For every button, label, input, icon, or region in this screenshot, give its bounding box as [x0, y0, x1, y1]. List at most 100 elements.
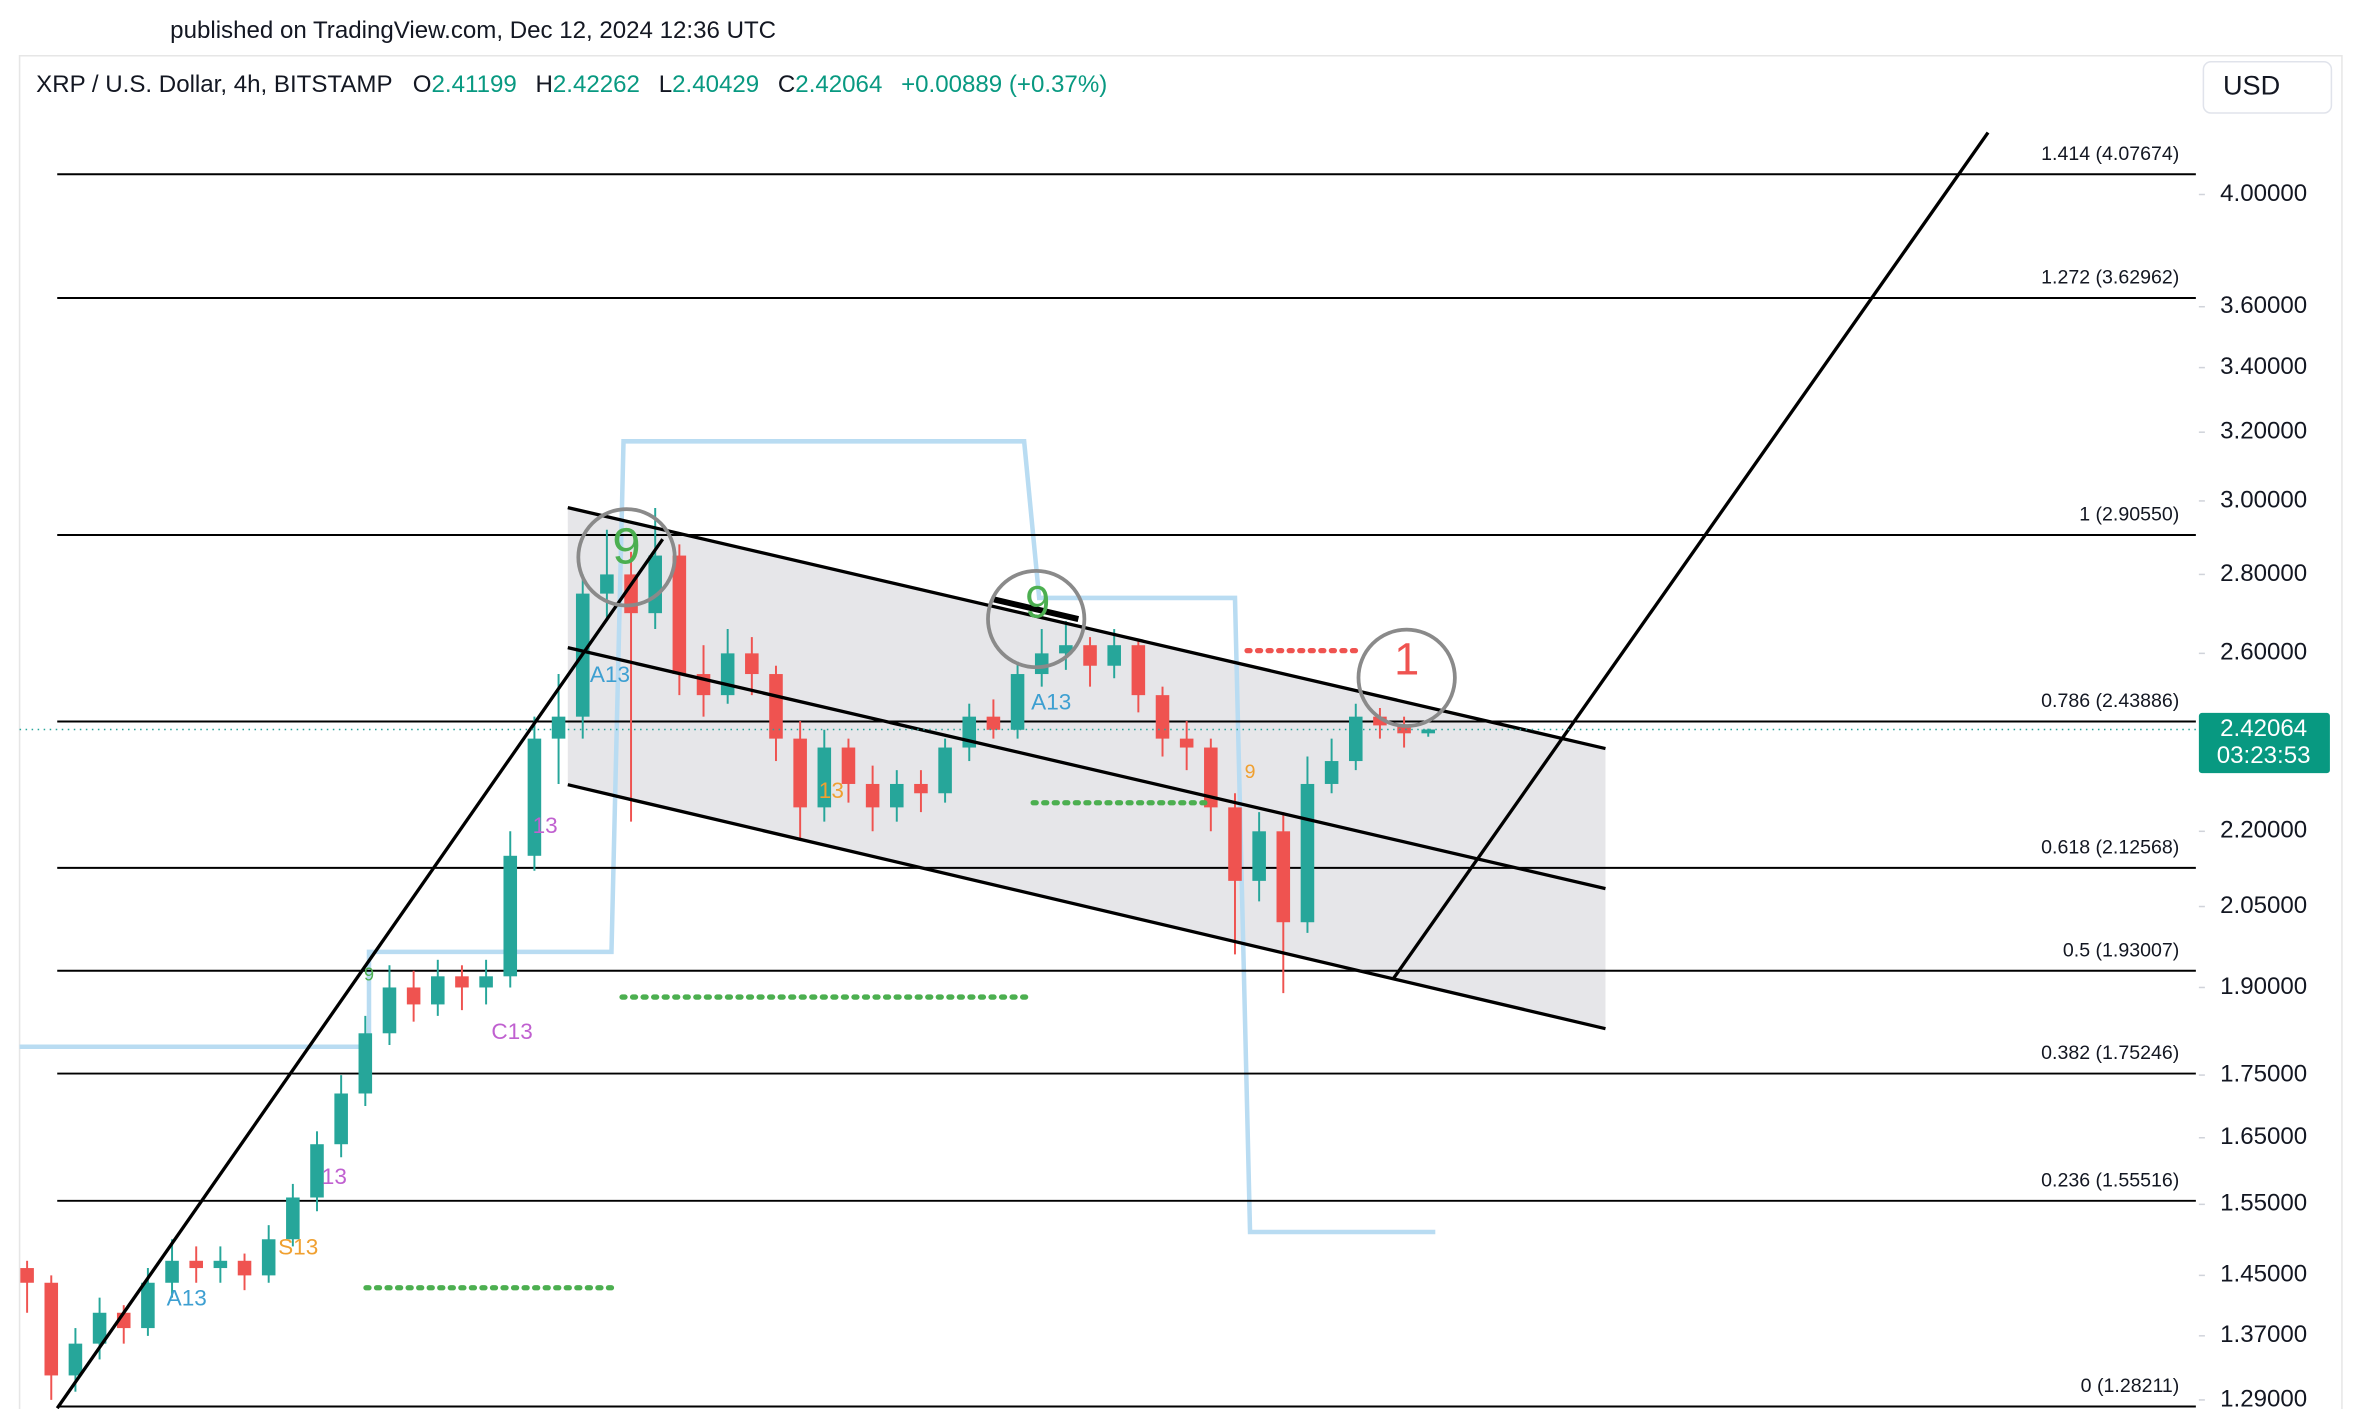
candle-body: [1228, 807, 1242, 881]
channel-mid: [567, 646, 1606, 891]
candle-body: [431, 976, 445, 1005]
fib-label: 0 (1.28211): [2081, 1375, 2180, 1397]
annotations: A13 S13 13 9 C13 13 A13 13 A13 9 9 9 1: [167, 517, 1420, 1310]
candle-body: [334, 1093, 348, 1145]
candle-body: [551, 716, 566, 739]
y-tick-label: 1.65000: [2220, 1123, 2307, 1150]
step-line: [19, 439, 1436, 1235]
candle-body: [44, 1282, 59, 1376]
candle-body: [141, 1282, 155, 1329]
candle-body: [1059, 645, 1073, 654]
candle-body: [1204, 747, 1218, 808]
candle-body: [479, 976, 493, 988]
y-tick-label: 1.55000: [2220, 1190, 2307, 1217]
symbol: XRP / U.S. Dollar, 4h, BITSTAMP: [36, 71, 392, 98]
candle-body: [92, 1312, 107, 1344]
candle-body: [1179, 738, 1194, 748]
candle-body: [1131, 645, 1146, 696]
trend-line: [1391, 131, 1990, 980]
button-box[interactable]: [2202, 61, 2333, 114]
annotation: 13: [533, 813, 558, 838]
candle-body: [455, 976, 469, 988]
legend-value: 2.42262: [553, 71, 640, 98]
candle-body: [865, 783, 880, 808]
annotation: C13: [491, 1019, 532, 1044]
fib-label: 1.272 (3.62962): [2041, 267, 2179, 289]
last-price-label: 2.42064: [2220, 715, 2307, 742]
candle-body: [1010, 674, 1025, 730]
annotation: S13: [278, 1235, 318, 1260]
candle-body: [1300, 783, 1315, 923]
candle-body: [1034, 653, 1049, 675]
candle-body: [527, 738, 542, 856]
y-tick-label: 2.20000: [2220, 817, 2307, 844]
candle-body: [914, 783, 928, 794]
fib-label: 0.786 (2.43886): [2041, 690, 2179, 712]
candle-body: [841, 747, 856, 784]
price-axis: 4.00000 3.60000 3.40000 3.20000 3.00000 2.800…: [19, 180, 2330, 1409]
annotation: A13: [590, 662, 630, 687]
annotation: 1: [1394, 634, 1419, 685]
circle: [986, 568, 1087, 670]
currency[interactable]: USD: [2223, 70, 2280, 101]
candle-body: [189, 1260, 203, 1269]
candle-body: [358, 1033, 373, 1094]
y-tick-label: 3.20000: [2220, 418, 2307, 445]
candle-body: [648, 555, 662, 614]
circles: [576, 507, 1457, 728]
candle-body: [769, 674, 783, 739]
y-tick-label: 3.00000: [2220, 486, 2307, 513]
candle-body: [1107, 645, 1121, 666]
circle: [576, 507, 677, 608]
fib-label: 1.414 (4.07674): [2041, 143, 2179, 165]
channel-top: [567, 505, 1606, 751]
fib-levels: 1.414 (4.07674) 1.272 (3.62962) 1 (2.90550…: [57, 143, 2196, 1408]
marker-line: [993, 596, 1080, 622]
y-tick-label: 4.00000: [2220, 180, 2307, 207]
fib-label: 0.382 (1.75246): [2041, 1042, 2179, 1064]
candle-body: [1324, 761, 1339, 784]
published-note: published on TradingView.com, Dec 12, 20…: [170, 17, 776, 44]
annotation: 13: [322, 1164, 347, 1189]
change: +0.00889 (+0.37%): [901, 71, 1107, 98]
candle-body: [20, 1268, 34, 1283]
last-price-box: [2198, 712, 2330, 774]
candle-body: [1252, 831, 1266, 881]
fib-label: 1 (2.90550): [2079, 504, 2179, 526]
annotation: 13: [819, 778, 844, 803]
trend-lines: [55, 131, 1990, 1409]
legend-value: 2.41199: [432, 71, 517, 98]
dotted-lines: [363, 648, 1366, 1291]
candle-body: [1155, 695, 1170, 739]
candle-body: [1083, 645, 1097, 666]
channel-bottom: [567, 783, 1606, 1031]
currency-button[interactable]: USD: [2202, 61, 2333, 114]
candle-body: [68, 1343, 83, 1376]
annotation: A13: [1031, 689, 1071, 714]
candle-body: [310, 1144, 324, 1198]
trend-line: [55, 538, 665, 1409]
y-tick-label: 1.29000: [2220, 1385, 2307, 1409]
candle-body: [672, 555, 687, 675]
annotation: 9: [364, 965, 374, 985]
y-tick-label: 1.37000: [2220, 1321, 2307, 1348]
candle-body: [1397, 725, 1411, 734]
legend-key: H: [536, 71, 553, 98]
y-tick-label: 1.90000: [2220, 973, 2307, 1000]
candle-body: [1421, 729, 1436, 734]
annotation: 9: [1025, 576, 1050, 627]
candle-body: [890, 783, 904, 808]
y-tick-label: 2.80000: [2220, 560, 2307, 587]
y-tick-label: 2.05000: [2220, 892, 2307, 919]
legend-key: C: [778, 71, 795, 98]
fib-label: 0.5 (1.93007): [2063, 939, 2179, 961]
circle: [1356, 627, 1457, 728]
candle-body: [1348, 716, 1363, 762]
y-tick-label: 1.45000: [2220, 1261, 2307, 1288]
y-tick-label: 3.60000: [2220, 292, 2307, 319]
candle-body: [286, 1197, 300, 1240]
candle-body: [600, 574, 614, 594]
legend-value: 2.40429: [672, 71, 759, 98]
candle-body: [382, 987, 397, 1034]
